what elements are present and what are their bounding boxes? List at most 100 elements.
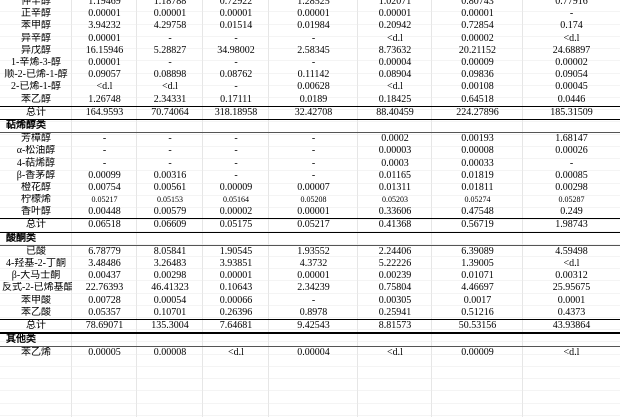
value-cell[interactable]: 0.26396 [219,306,253,318]
value-cell[interactable] [358,232,432,246]
value-cell[interactable]: 2.24406 [378,245,412,257]
row-label-cell[interactable]: 1-辛烯-3-醇 [11,57,61,69]
value-cell[interactable]: 0.01311 [378,181,412,193]
value-cell[interactable] [432,119,523,134]
value-cell[interactable]: 1.98743 [523,218,620,233]
value-cell[interactable]: 8.05841 [153,245,187,257]
value-cell[interactable]: 1.93552 [297,245,330,257]
value-cell[interactable]: 0.00001 [297,270,330,282]
value-cell[interactable]: 0.75804 [378,282,412,294]
value-cell[interactable]: 0.06518 [72,218,137,233]
value-cell[interactable]: 0.00754 [88,181,121,193]
row-label-cell[interactable]: 总计 [0,105,72,120]
value-cell[interactable]: 24.68897 [552,44,591,56]
row-label-cell[interactable]: 4-萜烯醇 [16,157,56,169]
value-cell[interactable]: 0.00001 [153,8,187,20]
value-cell[interactable]: 0.00001 [219,8,253,20]
row-label-cell[interactable]: 总计 [0,218,72,233]
value-cell[interactable] [358,333,432,348]
value-cell[interactable]: - [234,133,238,145]
value-cell[interactable]: 0.174 [560,20,583,32]
value-cell[interactable] [269,232,358,246]
value-cell[interactable]: 2.34331 [153,93,187,105]
value-cell[interactable]: 4.46697 [461,282,494,294]
value-cell[interactable]: - [234,157,238,169]
value-cell[interactable]: 8.81573 [358,318,432,335]
value-cell[interactable]: 0.00239 [378,270,412,282]
row-label-cell[interactable]: 苯甲醇 [21,20,51,32]
value-cell[interactable]: - [311,145,316,157]
value-cell[interactable]: 4.3732 [299,258,328,270]
value-cell[interactable]: 0.11142 [297,69,330,81]
value-cell[interactable]: - [102,157,107,169]
value-cell[interactable]: 0.8978 [299,306,328,318]
row-label-cell[interactable]: 反式-2-已烯基酯 [2,282,72,294]
value-cell[interactable]: 5.28827 [153,44,187,56]
value-cell[interactable]: 0.00099 [88,169,121,181]
value-cell[interactable]: - [311,133,316,145]
row-label-cell[interactable]: 异戊醇 [21,44,51,56]
value-cell[interactable]: 0.33606 [378,206,412,218]
value-cell[interactable]: - [168,157,172,169]
value-cell[interactable]: 0.05357 [88,306,121,318]
value-cell[interactable]: 0.00008 [153,347,187,359]
value-cell[interactable]: 0.0446 [557,93,586,105]
value-cell[interactable]: 0.05175 [203,218,269,233]
row-label-cell[interactable]: 苯乙酸 [21,306,51,318]
value-cell[interactable]: 0.10643 [219,282,253,294]
value-cell[interactable]: <d.l [387,32,403,44]
value-cell[interactable]: 0.41368 [358,218,432,233]
value-cell[interactable]: <d.l [96,81,113,93]
value-cell[interactable]: 0.05217 [269,218,358,233]
value-cell[interactable]: 0.00193 [461,133,494,145]
value-cell[interactable]: 0.01071 [461,270,494,282]
value-cell[interactable]: 0.00305 [378,294,412,306]
value-cell[interactable]: 0.00316 [153,169,187,181]
value-cell[interactable]: 0.05274 [464,195,491,205]
value-cell[interactable]: 0.01984 [297,20,330,32]
value-cell[interactable]: 0.00003 [378,145,412,157]
value-cell[interactable]: 0.05164 [223,195,249,205]
value-cell[interactable]: 0.51216 [461,306,494,318]
value-cell[interactable] [523,119,620,134]
row-label-cell[interactable]: 仲辛醇 [21,0,51,8]
row-label-cell[interactable]: 异辛醇 [21,32,51,44]
value-cell[interactable]: 0.05287 [558,195,585,205]
value-cell[interactable]: 0.00728 [88,294,121,306]
row-label-cell[interactable]: 已酸 [26,245,46,257]
value-cell[interactable]: 0.18425 [378,93,412,105]
value-cell[interactable]: 0.20942 [378,20,412,32]
value-cell[interactable]: 0.09836 [461,69,494,81]
value-cell[interactable]: 0.72854 [461,20,494,32]
value-cell[interactable] [432,333,523,348]
value-cell[interactable]: 0.64518 [461,93,494,105]
value-cell[interactable]: 0.00298 [153,270,187,282]
value-cell[interactable]: - [168,145,172,157]
value-cell[interactable]: 0.00002 [219,206,253,218]
value-cell[interactable]: 0.00004 [297,347,330,359]
value-cell[interactable]: 3.48486 [88,258,121,270]
row-label-cell[interactable]: 香叶醇 [21,206,51,218]
value-cell[interactable]: 0.0003 [381,157,409,169]
value-cell[interactable]: 1.28525 [297,0,330,8]
value-cell[interactable]: 0.00054 [153,294,187,306]
value-cell[interactable]: 0.01165 [378,169,412,181]
value-cell[interactable]: 164.9593 [72,105,137,120]
row-label-cell[interactable]: 苯乙烯 [21,347,51,359]
value-cell[interactable]: 0.01819 [461,169,494,181]
value-cell[interactable]: - [234,81,238,93]
value-cell[interactable]: 224.27896 [432,105,523,120]
value-cell[interactable]: 0.00005 [88,347,121,359]
value-cell[interactable]: 0.00007 [297,181,330,193]
value-cell[interactable]: 43.93864 [523,318,620,335]
value-cell[interactable]: 70.74064 [137,105,203,120]
value-cell[interactable]: - [311,294,316,306]
row-label-cell[interactable]: 其他类 [0,333,72,348]
value-cell[interactable] [523,333,620,348]
value-cell[interactable]: <d.l [563,32,580,44]
value-cell[interactable]: 135.3004 [137,318,203,335]
value-cell[interactable]: 78.69071 [72,318,137,335]
value-cell[interactable]: 1.19469 [88,0,121,8]
value-cell[interactable]: - [234,145,238,157]
value-cell[interactable]: 3.26483 [153,258,187,270]
